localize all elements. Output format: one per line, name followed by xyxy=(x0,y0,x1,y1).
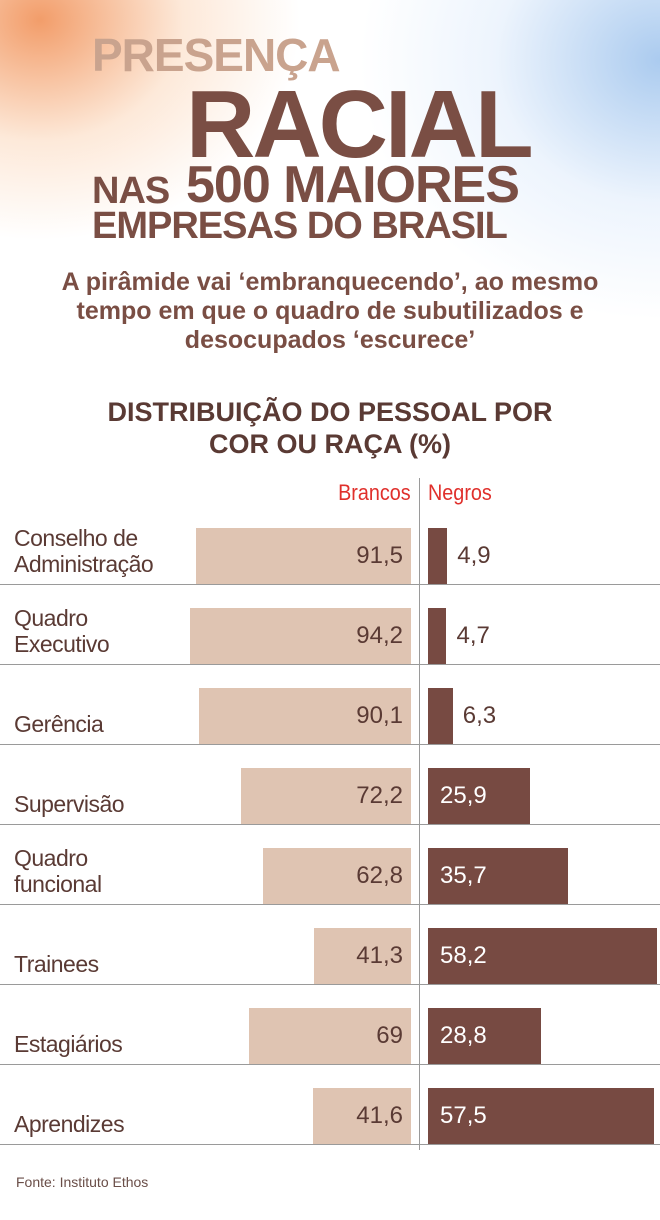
row-separator xyxy=(0,984,660,985)
value-label: 57,5 xyxy=(440,1102,487,1129)
value-label: 69 xyxy=(376,1022,403,1049)
bar xyxy=(428,528,448,584)
value-label: 41,6 xyxy=(356,1102,403,1129)
value-label: 35,7 xyxy=(440,862,487,889)
background xyxy=(0,0,660,380)
bar xyxy=(189,608,411,664)
bar xyxy=(199,688,411,744)
bar xyxy=(428,928,657,984)
bar xyxy=(428,1008,542,1064)
title-line: RACIAL xyxy=(186,71,534,178)
bar xyxy=(428,608,447,664)
bar xyxy=(313,928,411,984)
category-label: Trainees xyxy=(14,951,99,977)
value-label: 28,8 xyxy=(440,1022,487,1049)
row-separator xyxy=(0,904,660,905)
value-label: 25,9 xyxy=(440,782,487,809)
chart-title: DISTRIBUIÇÃO DO PESSOAL POR COR OU RAÇA … xyxy=(107,397,553,459)
bar xyxy=(428,848,569,904)
row-separator xyxy=(0,1064,660,1065)
value-label: 94,2 xyxy=(356,622,403,649)
value-label: 62,8 xyxy=(356,862,403,889)
title-line: 500 MAIORES xyxy=(186,156,520,214)
title-line: EMPRESAS DO BRASIL xyxy=(92,205,508,247)
value-label: 4,9 xyxy=(457,542,491,569)
title-line: NAS xyxy=(92,170,170,212)
bar xyxy=(263,848,411,904)
title-line: PRESENÇA xyxy=(92,29,341,81)
subtitle: A pirâmide vai ‘embranquecendo’, ao mesm… xyxy=(61,268,599,354)
legend-entry: Negros xyxy=(428,480,492,505)
category-label: Aprendizes xyxy=(14,1111,125,1137)
bar xyxy=(313,1088,411,1144)
bar xyxy=(428,688,453,744)
bar xyxy=(241,768,411,824)
source: Fonte: Instituto Ethos xyxy=(16,1174,149,1190)
category-label: Quadro funcional xyxy=(14,845,102,897)
divider xyxy=(419,478,420,1150)
row-separator xyxy=(0,1144,660,1145)
value-label: 41,3 xyxy=(356,942,403,969)
value-label: 90,1 xyxy=(356,702,403,729)
bar xyxy=(248,1008,411,1064)
value-label: 4,7 xyxy=(456,622,490,649)
legend-entry: Brancos xyxy=(338,480,411,505)
row-separator xyxy=(0,824,660,825)
category-label: Conselho de Administração xyxy=(14,525,154,577)
category-label: Estagiários xyxy=(14,1031,123,1057)
category-label: Gerência xyxy=(14,711,104,737)
row-separator xyxy=(0,664,660,665)
row-separator xyxy=(0,584,660,585)
bar xyxy=(428,1088,655,1144)
value-label: 6,3 xyxy=(462,702,497,729)
value-label: 72,2 xyxy=(356,782,403,809)
bar xyxy=(428,768,530,824)
category-label: Quadro Executivo xyxy=(14,605,110,657)
value-label: 58,2 xyxy=(440,942,487,969)
category-label: Supervisão xyxy=(14,791,125,817)
row-separator xyxy=(0,744,660,745)
bar xyxy=(195,528,411,584)
value-label: 91,5 xyxy=(356,542,403,569)
